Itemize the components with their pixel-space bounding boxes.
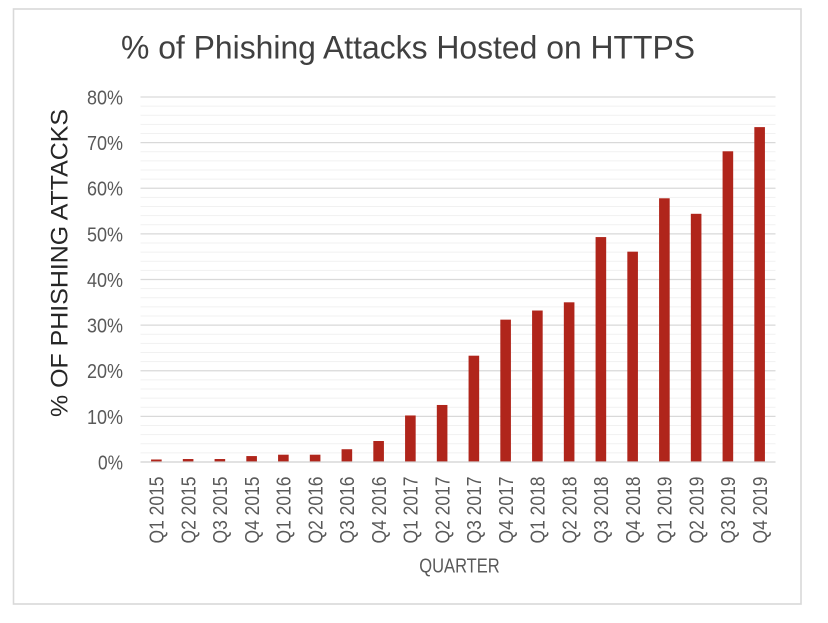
svg-text:Q3 2015: Q3 2015 bbox=[210, 477, 232, 544]
svg-text:Q4 2015: Q4 2015 bbox=[242, 477, 264, 544]
svg-text:Q4 2019: Q4 2019 bbox=[750, 477, 772, 544]
svg-text:% of Phishing Attacks Hosted o: % of Phishing Attacks Hosted on HTTPS bbox=[121, 29, 695, 65]
svg-text:70%: 70% bbox=[87, 132, 123, 155]
svg-text:QUARTER: QUARTER bbox=[419, 555, 499, 578]
svg-text:20%: 20% bbox=[87, 360, 123, 383]
svg-text:Q1 2018: Q1 2018 bbox=[528, 477, 550, 544]
svg-text:Q2 2019: Q2 2019 bbox=[686, 477, 708, 544]
svg-text:Q1 2017: Q1 2017 bbox=[401, 477, 423, 544]
svg-text:Q4 2018: Q4 2018 bbox=[623, 477, 645, 544]
svg-text:Q3 2017: Q3 2017 bbox=[464, 477, 486, 544]
svg-text:40%: 40% bbox=[87, 269, 123, 292]
svg-text:10%: 10% bbox=[87, 406, 123, 429]
svg-text:Q3 2016: Q3 2016 bbox=[337, 477, 359, 544]
svg-text:Q1 2015: Q1 2015 bbox=[147, 477, 169, 544]
svg-text:% OF PHISHING ATTACKS: % OF PHISHING ATTACKS bbox=[47, 109, 74, 417]
svg-text:0%: 0% bbox=[98, 451, 123, 474]
svg-text:Q1 2019: Q1 2019 bbox=[655, 477, 677, 544]
svg-text:Q4 2017: Q4 2017 bbox=[496, 477, 518, 544]
svg-text:50%: 50% bbox=[87, 223, 123, 246]
svg-text:80%: 80% bbox=[87, 86, 123, 109]
svg-text:Q3 2019: Q3 2019 bbox=[718, 477, 740, 544]
svg-text:Q2 2018: Q2 2018 bbox=[559, 477, 581, 544]
svg-text:Q2 2015: Q2 2015 bbox=[178, 477, 200, 544]
svg-text:60%: 60% bbox=[87, 178, 123, 201]
svg-text:Q4 2016: Q4 2016 bbox=[369, 477, 391, 544]
svg-text:Q2 2016: Q2 2016 bbox=[305, 477, 327, 544]
svg-text:Q2 2017: Q2 2017 bbox=[432, 477, 454, 544]
svg-text:30%: 30% bbox=[87, 315, 123, 338]
svg-text:Q3 2018: Q3 2018 bbox=[591, 477, 613, 544]
svg-text:Q1 2016: Q1 2016 bbox=[274, 477, 296, 544]
